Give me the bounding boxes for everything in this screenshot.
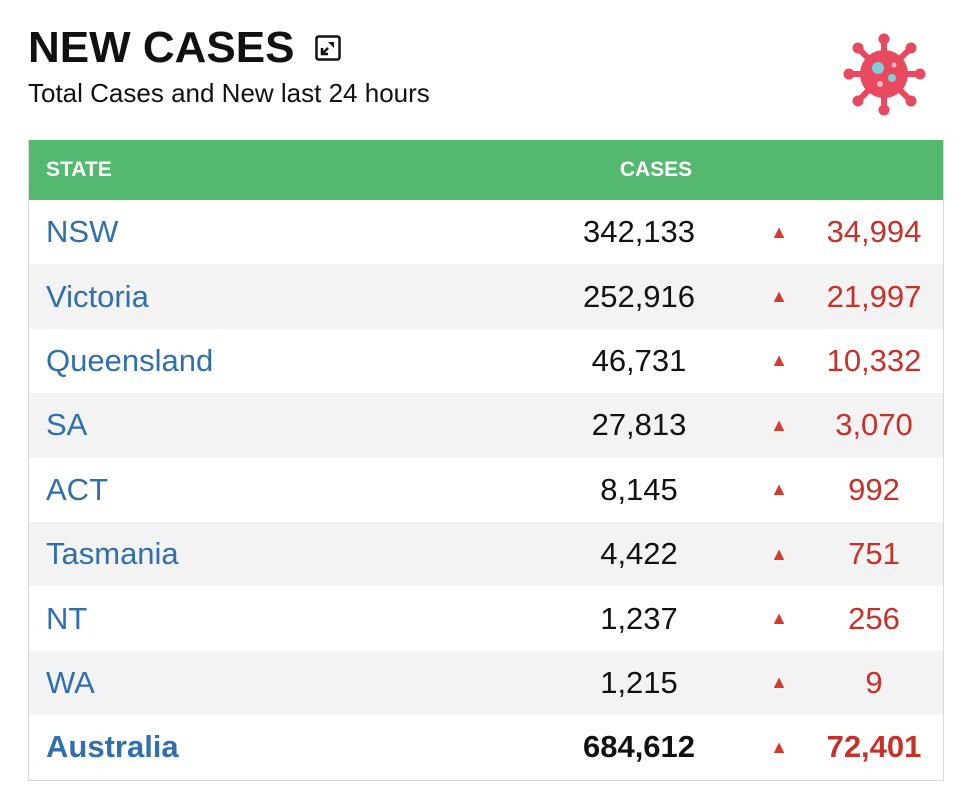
table-row: WA 1,215 ▲ 9 bbox=[29, 650, 943, 716]
new-cases: 3,070 bbox=[835, 407, 913, 443]
page-subtitle: Total Cases and New last 24 hours bbox=[28, 78, 430, 108]
table-row: NSW 342,133 ▲ 34,994 bbox=[29, 200, 943, 264]
new-cases: 10,332 bbox=[826, 342, 922, 378]
table-row: SA 27,813 ▲ 3,070 bbox=[29, 393, 943, 458]
state-link[interactable]: SA bbox=[46, 407, 88, 443]
virus-icon bbox=[843, 33, 926, 116]
new-cases: 34,994 bbox=[826, 214, 922, 250]
new-cases: 256 bbox=[848, 600, 900, 636]
table-row: ACT 8,145 ▲ 992 bbox=[29, 458, 943, 522]
total-cases: 342,133 bbox=[582, 214, 696, 250]
table-header: STATE CASES bbox=[29, 140, 943, 200]
total-cases: 1,215 bbox=[600, 664, 678, 700]
expand-icon[interactable] bbox=[314, 34, 342, 62]
state-link[interactable]: NT bbox=[46, 600, 88, 636]
table-body: NSW 342,133 ▲ 34,994 Victoria 252,916 ▲ … bbox=[29, 200, 943, 780]
state-link[interactable]: ACT bbox=[46, 471, 108, 507]
total-cases: 27,813 bbox=[591, 407, 687, 443]
up-arrow-icon: ▲ bbox=[770, 286, 788, 307]
up-arrow-icon: ▲ bbox=[770, 479, 788, 500]
state-link[interactable]: Victoria bbox=[46, 278, 149, 314]
table-row-total: Australia 684,612 ▲ 72,401 bbox=[29, 715, 943, 780]
total-cases: 1,237 bbox=[600, 600, 678, 636]
up-arrow-icon: ▲ bbox=[770, 672, 788, 693]
up-arrow-icon: ▲ bbox=[770, 221, 788, 242]
total-cases: 684,612 bbox=[582, 729, 696, 765]
new-cases: 751 bbox=[848, 536, 900, 572]
table-row: NT 1,237 ▲ 256 bbox=[29, 586, 943, 650]
page-title: NEW CASES bbox=[28, 23, 295, 72]
state-link[interactable]: Tasmania bbox=[46, 536, 179, 572]
cases-table: STATE CASES NSW 342,133 ▲ 34,994 Victori… bbox=[28, 140, 944, 781]
total-cases: 4,422 bbox=[600, 536, 678, 572]
widget-header: NEW CASES Total Cases and New last 24 ho… bbox=[28, 22, 930, 132]
new-cases: 21,997 bbox=[826, 278, 922, 314]
up-arrow-icon: ▲ bbox=[770, 414, 788, 435]
total-cases: 8,145 bbox=[600, 471, 678, 507]
up-arrow-icon: ▲ bbox=[770, 608, 788, 629]
new-cases: 9 bbox=[865, 664, 883, 700]
total-cases: 252,916 bbox=[582, 278, 696, 314]
up-arrow-icon: ▲ bbox=[770, 736, 788, 757]
column-header-cases[interactable]: CASES bbox=[619, 158, 693, 181]
table-row: Victoria 252,916 ▲ 21,997 bbox=[29, 264, 943, 329]
state-link[interactable]: NSW bbox=[46, 214, 119, 250]
up-arrow-icon: ▲ bbox=[770, 543, 788, 564]
title-row: NEW CASES bbox=[28, 22, 930, 74]
new-cases: 992 bbox=[848, 471, 900, 507]
new-cases: 72,401 bbox=[826, 729, 922, 765]
state-link[interactable]: Australia bbox=[46, 729, 179, 765]
table-row: Queensland 46,731 ▲ 10,332 bbox=[29, 329, 943, 393]
state-link[interactable]: Queensland bbox=[46, 342, 214, 378]
up-arrow-icon: ▲ bbox=[770, 350, 788, 371]
state-link[interactable]: WA bbox=[46, 664, 95, 700]
total-cases: 46,731 bbox=[591, 342, 687, 378]
table-row: Tasmania 4,422 ▲ 751 bbox=[29, 521, 943, 587]
column-header-state[interactable]: STATE bbox=[46, 158, 112, 181]
